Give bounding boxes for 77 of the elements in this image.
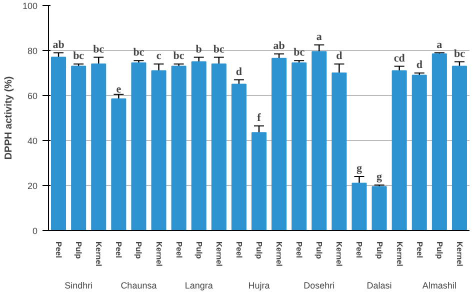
bar	[332, 72, 347, 230]
x-tick-label: Pulp	[314, 242, 324, 259]
data-label: bc	[213, 43, 225, 56]
bar	[352, 182, 367, 230]
bar	[211, 64, 226, 230]
x-tick-label: Peel	[114, 242, 124, 258]
data-label: bc	[454, 48, 466, 60]
y-tick-label: 20	[27, 181, 38, 191]
bar	[392, 70, 407, 230]
bar	[131, 62, 146, 230]
bar	[51, 56, 66, 230]
data-label: ab	[273, 40, 285, 52]
data-label: bc	[294, 46, 305, 59]
x-tick-label: Kernel	[94, 242, 104, 266]
x-tick-label: Peel	[294, 242, 304, 258]
text: Dosehri	[304, 280, 335, 290]
bar	[372, 186, 387, 230]
bar	[432, 53, 447, 230]
data-label: bc	[173, 50, 184, 62]
x-tick-label: Pulp	[434, 242, 444, 259]
x-tick-label: Pulp	[254, 242, 264, 259]
bar	[452, 66, 467, 230]
x-tick-label: Peel	[174, 242, 184, 258]
data-label: d	[336, 50, 342, 62]
x-tick-label: Kernel	[274, 242, 284, 266]
text: Chaunsa	[120, 280, 157, 290]
data-label: a	[436, 38, 443, 51]
bar	[251, 132, 267, 230]
data-label: cd	[394, 52, 405, 64]
y-axis-title: DPPH activity (%)	[3, 76, 14, 160]
bar	[272, 58, 287, 230]
x-tick-label: Peel	[414, 242, 424, 258]
x-tick-label: Kernel	[214, 242, 224, 266]
y-tick-label: 40	[27, 136, 38, 146]
x-tick-label: Pulp	[194, 242, 204, 259]
y-tick-label: 80	[27, 46, 38, 56]
x-tick-label: Kernel	[394, 242, 404, 266]
bar	[292, 62, 307, 230]
text: Sindhri	[64, 280, 93, 290]
bar	[71, 66, 86, 230]
bar	[111, 98, 126, 230]
data-label: bc	[73, 50, 84, 62]
data-label: b	[196, 43, 202, 56]
bar	[91, 64, 106, 230]
x-tick-label: Peel	[54, 242, 64, 258]
data-label: f	[257, 112, 262, 124]
x-tick-label: Kernel	[334, 242, 344, 266]
data-label: bc	[133, 46, 144, 59]
data-label: d	[416, 59, 422, 71]
data-label: ab	[52, 38, 64, 51]
data-label: c	[156, 50, 162, 62]
bar	[412, 74, 427, 230]
data-label: g	[356, 162, 362, 174]
y-tick-label: 0	[32, 226, 38, 236]
data-label: bc	[93, 43, 104, 56]
y-tick-label: 60	[27, 91, 38, 101]
x-tick-label: Kernel	[154, 242, 164, 266]
bar	[151, 70, 166, 230]
text: Hujra	[248, 280, 270, 290]
bar	[312, 51, 327, 230]
x-tick-label: Pulp	[374, 242, 384, 259]
text: Dalasi	[366, 280, 392, 290]
x-tick-label: Peel	[234, 242, 244, 258]
x-tick-label: Pulp	[74, 242, 84, 259]
x-tick-label: Kernel	[454, 242, 464, 266]
text: Almashil	[422, 280, 456, 290]
data-label: g	[376, 171, 383, 184]
data-label: a	[316, 30, 322, 43]
bar	[171, 66, 186, 230]
x-tick-label: Peel	[354, 242, 364, 258]
bar	[191, 61, 206, 230]
x-tick-label: Pulp	[134, 242, 144, 259]
y-tick-label: 100	[22, 1, 38, 11]
text: Langra	[184, 280, 213, 290]
data-label: d	[236, 66, 242, 78]
bar	[231, 84, 246, 230]
data-label: e	[116, 83, 122, 96]
